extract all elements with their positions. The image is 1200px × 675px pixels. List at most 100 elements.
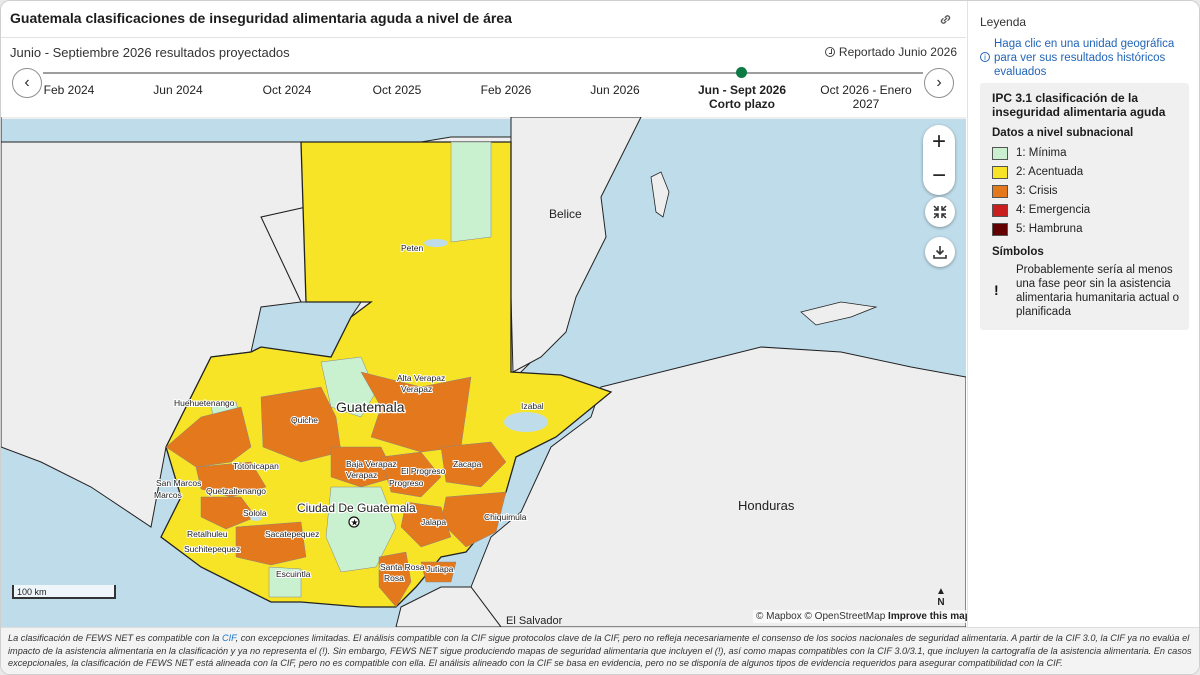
label-dept: Quiche <box>291 415 318 425</box>
cif-link[interactable]: CIF <box>221 633 236 643</box>
timeline-item[interactable]: Jun 2026 <box>590 83 640 97</box>
region-jalapa[interactable] <box>400 501 452 548</box>
disclaimer-text: , con excepciones limitadas. El análisis… <box>8 633 1192 668</box>
disclaimer-footer: La clasificación de FEWS NET es compatib… <box>1 627 1199 674</box>
legend-symbol-text: Probablemente sería al menos una fase pe… <box>1016 264 1180 318</box>
osm-link[interactable]: © OpenStreetMap <box>804 611 886 622</box>
map-attribution: © Mapbox © OpenStreetMap Improve this ma… <box>753 610 974 623</box>
label-dept: El Progreso <box>401 466 446 476</box>
legend-item: 4: Emergencia <box>992 202 1090 218</box>
period-subtitle: Junio - Septiembre 2026 resultados proye… <box>10 45 290 60</box>
region-jutiapa[interactable] <box>420 561 457 583</box>
download-icon <box>933 246 947 259</box>
region-alta-verapaz[interactable] <box>360 371 472 453</box>
page-title: Guatemala clasificaciones de inseguridad… <box>10 10 512 26</box>
region-central-west[interactable] <box>235 521 307 566</box>
land-honduras <box>470 346 966 627</box>
download-button[interactable] <box>925 237 955 267</box>
region-totonicapan[interactable] <box>195 461 267 498</box>
legend-title: Leyenda <box>980 15 1027 29</box>
region-quetzaltenango[interactable] <box>200 496 257 530</box>
info-icon: i <box>980 52 990 62</box>
chevron-left-icon: ‹ <box>24 74 30 91</box>
region-santa-rosa[interactable] <box>378 551 412 608</box>
region-alta-verapaz-west[interactable] <box>320 356 377 418</box>
label-dept: Totonicapan <box>233 461 279 471</box>
timeline-item[interactable]: Oct 2025 <box>372 83 422 97</box>
scale-bar: 100 km <box>12 585 116 599</box>
timeline-item[interactable]: Jun 2024 <box>153 83 203 97</box>
map[interactable]: ★ Guatemala Belice Honduras El Salvador … <box>1 117 966 627</box>
mapbox-link[interactable]: © Mapbox <box>756 611 802 622</box>
clock-icon <box>824 47 835 57</box>
timeline-item[interactable]: Feb 2026 <box>480 83 532 97</box>
lake-atitlan <box>250 513 262 521</box>
region-baja-verapaz[interactable] <box>330 446 397 488</box>
label-dept: Izabal <box>521 401 544 411</box>
zoom-out-button[interactable]: − <box>923 159 955 193</box>
exclamation-icon: ! <box>994 282 999 298</box>
timeline-current-marker[interactable] <box>736 67 747 78</box>
zoom-controls: + − <box>923 125 955 195</box>
region-el-progreso[interactable] <box>380 451 442 498</box>
label-dept: Progreso <box>389 478 424 488</box>
land-el-salvador <box>395 586 502 627</box>
timeline-track <box>43 72 923 74</box>
legend-item: 5: Hambruna <box>992 221 1082 237</box>
label-dept: Rosa <box>384 573 404 583</box>
fit-bounds-button[interactable] <box>925 197 955 227</box>
label-dept: Escuintla <box>276 569 311 579</box>
copy-link-button[interactable] <box>933 8 957 30</box>
swatch-crisis <box>992 184 1008 198</box>
chevron-right-icon: › <box>936 74 942 91</box>
label-dept: San Marcos <box>156 478 201 488</box>
legend-info: i Haga clic en una unidad geográfica par… <box>980 37 1185 79</box>
island <box>800 301 878 326</box>
label-el-salvador: El Salvador <box>506 615 563 627</box>
timeline-item-active[interactable]: Jun - Sept 2026 Corto plazo <box>697 83 787 111</box>
timeline-item[interactable]: Oct 2024 <box>262 83 312 97</box>
land-yucatan <box>510 117 642 373</box>
subtitle-row: Junio - Septiembre 2026 resultados proye… <box>1 37 966 65</box>
label-capital: Ciudad De Guatemala <box>297 501 416 515</box>
improve-map-link[interactable]: Improve this map <box>888 611 971 622</box>
capital-marker[interactable] <box>348 516 360 528</box>
timeline-next-button[interactable]: › <box>924 68 954 98</box>
plus-icon: + <box>931 128 946 155</box>
region-escuintla-south[interactable] <box>268 566 302 598</box>
map-canvas[interactable]: ★ Guatemala Belice Honduras El Salvador … <box>1 117 966 627</box>
legend-info-text: Haga clic en una unidad geográfica para … <box>994 38 1175 78</box>
label-belice: Belice <box>549 207 582 221</box>
disclaimer-text: La clasificación de FEWS NET es compatib… <box>8 633 222 643</box>
region-guatemala-dept[interactable] <box>325 486 397 573</box>
collapse-icon <box>933 205 947 219</box>
legend-subnational: Datos a nivel subnacional <box>992 127 1134 139</box>
label-dept: Verapaz <box>401 384 432 394</box>
legend-item: 1: Mínima <box>992 145 1067 161</box>
label-dept: Sacatepequez <box>265 529 319 539</box>
label-dept: Baja Verapaz <box>346 459 397 469</box>
zoom-in-button[interactable]: + <box>923 125 955 159</box>
legend-heading: IPC 3.1 clasificación de la inseguridad … <box>992 91 1166 119</box>
swatch-emergencia <box>992 203 1008 217</box>
legend-panel: Leyenda i Haga clic en una unidad geográ… <box>967 1 1199 627</box>
timeline-item[interactable]: Feb 2024 <box>43 83 95 97</box>
region-zacapa[interactable] <box>440 441 507 488</box>
label-dept: Quetzaltenango <box>206 486 266 496</box>
legend-item: 2: Acentuada <box>992 164 1083 180</box>
north-label: N <box>937 597 945 608</box>
legend-item: 3: Crisis <box>992 183 1058 199</box>
region-peten-north[interactable] <box>450 141 492 243</box>
label-dept: Retalhuleu <box>187 529 228 539</box>
timeline: ‹ › Feb 2024 Jun 2024 Oct 2024 Oct 2025 … <box>1 65 966 117</box>
label-dept: Suchitepequez <box>184 544 240 554</box>
region-guatemala[interactable] <box>160 141 613 608</box>
label-dept: Chiquimula <box>484 512 527 522</box>
timeline-prev-button[interactable]: ‹ <box>12 68 42 98</box>
lake-peten <box>424 239 448 247</box>
legend-symbols-title: Símbolos <box>992 246 1044 258</box>
land-north-strip <box>1 117 966 119</box>
header: Guatemala clasificaciones de inseguridad… <box>1 1 966 38</box>
timeline-item[interactable]: Oct 2026 - Enero 2027 <box>820 83 912 111</box>
